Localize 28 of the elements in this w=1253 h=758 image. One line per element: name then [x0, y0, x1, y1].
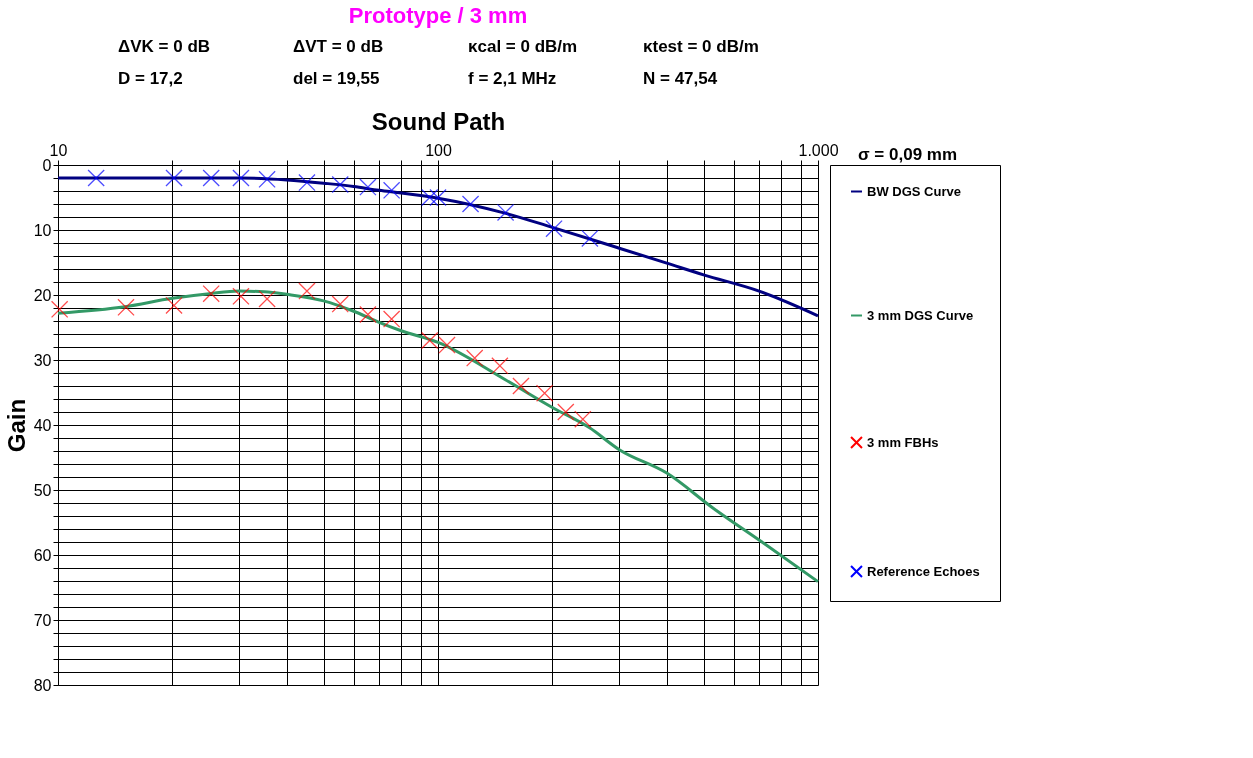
legend-label: BW DGS Curve: [867, 183, 961, 199]
text: κtest = 0 dB/m: [643, 37, 759, 56]
y-tick-label: 70: [33, 611, 52, 629]
chart-title: Prototype / 3 mm: [348, 3, 528, 28]
text: ΔVT = 0 dB: [293, 37, 384, 56]
y-tick-label: 40: [33, 416, 52, 434]
text: D = 17,2: [118, 69, 183, 88]
text: ΔVK = 0 dB: [118, 37, 211, 56]
y-tick-label: 0: [42, 156, 52, 174]
text: f = 2,1 MHz: [468, 69, 557, 88]
x-tick-label: 10: [49, 141, 68, 159]
y-tick-label: 30: [33, 351, 52, 369]
y-tick-label: 50: [33, 481, 52, 499]
text: N = 47,54: [643, 69, 718, 88]
legend-label: Reference Echoes: [867, 563, 980, 579]
x-tick-label: 100: [425, 141, 452, 159]
y-tick-label: 20: [33, 286, 52, 304]
y-tick-label: 60: [33, 546, 52, 564]
y-tick-label: 80: [33, 676, 52, 694]
legend-label: 3 mm FBHs: [867, 434, 939, 450]
legend-label: 3 mm DGS Curve: [867, 307, 974, 323]
y-tick-label: 10: [33, 221, 52, 239]
y-axis-title: Gain: [2, 398, 30, 453]
x-tick-label: 1.000: [798, 141, 839, 159]
x-axis-title: Sound Path: [371, 107, 506, 135]
text: σ = 0,09 mm: [858, 145, 958, 164]
text: del = 19,55: [293, 69, 380, 88]
text: κcal = 0 dB/m: [468, 37, 578, 56]
